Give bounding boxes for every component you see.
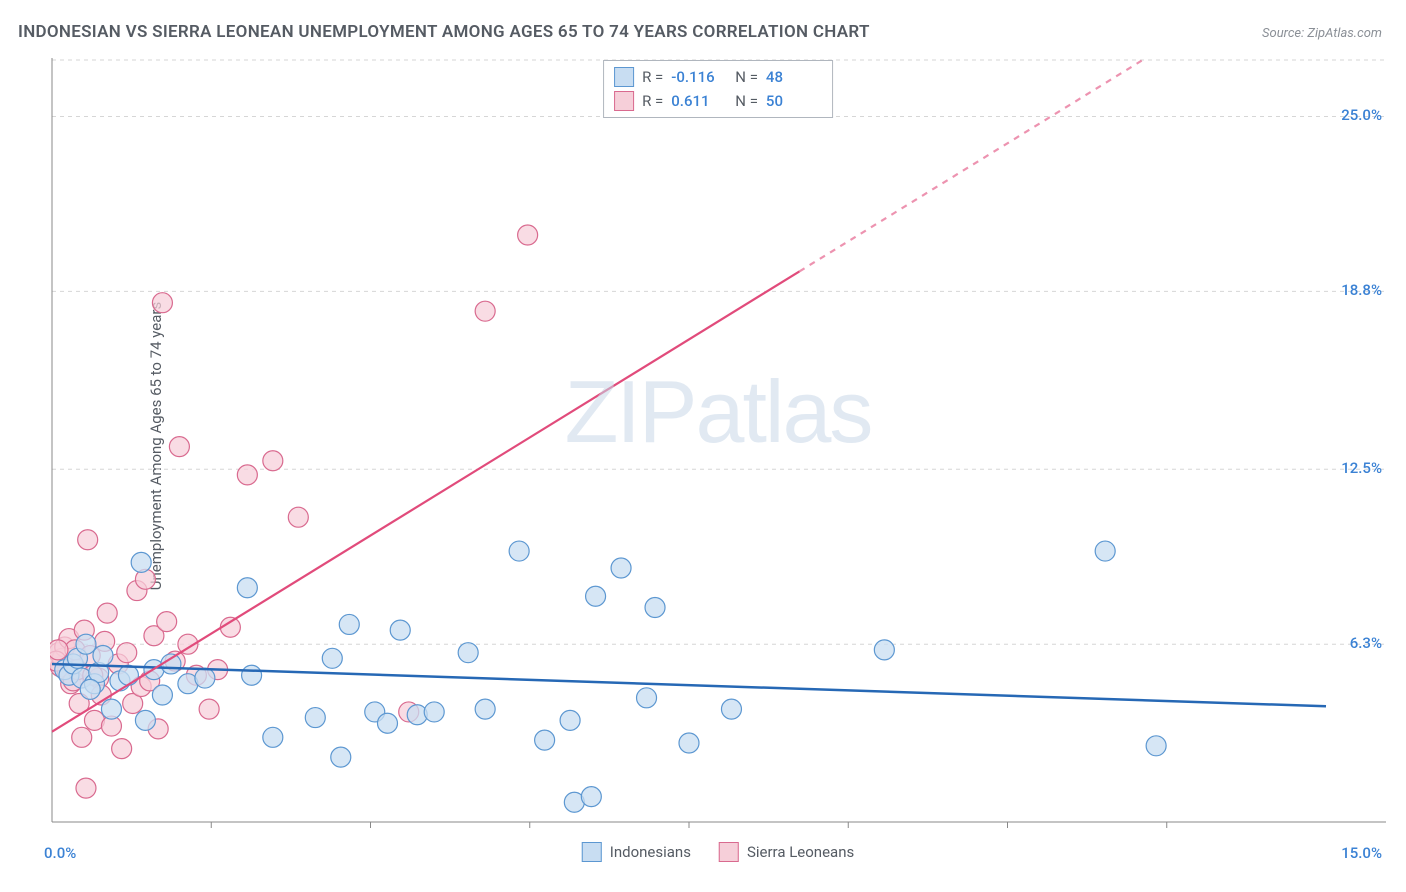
swatch-sierra-leoneans — [719, 842, 739, 862]
n-label: N = — [735, 68, 758, 86]
y-tick-label: 25.0% — [1312, 106, 1382, 124]
x-min-label: 0.0% — [44, 844, 76, 862]
swatch-indonesians — [614, 67, 634, 87]
y-tick-label: 18.8% — [1312, 281, 1382, 299]
correlation-chart: INDONESIAN VS SIERRA LEONEAN UNEMPLOYMEN… — [0, 0, 1406, 892]
legend-item-indonesians: Indonesians — [582, 842, 691, 862]
x-max-label: 15.0% — [1341, 844, 1382, 862]
stats-legend: R = -0.116 N = 48 R = 0.611 N = 50 — [603, 60, 833, 118]
plot-area: ZIPatlas R = -0.116 N = 48 R = 0.611 N =… — [50, 58, 1386, 828]
legend-item-sierra-leoneans: Sierra Leoneans — [719, 842, 854, 862]
y-tick-label: 6.3% — [1312, 634, 1382, 652]
swatch-indonesians — [582, 842, 602, 862]
stats-row-2: R = 0.611 N = 50 — [614, 89, 822, 113]
n-value-1: 48 — [766, 68, 822, 86]
r-label: R = — [642, 68, 663, 86]
y-tick-label: 12.5% — [1312, 459, 1382, 477]
legend-label: Indonesians — [610, 843, 691, 861]
stats-row-1: R = -0.116 N = 48 — [614, 65, 822, 89]
n-label: N = — [735, 92, 758, 110]
series-legend: Indonesians Sierra Leoneans — [582, 842, 854, 862]
r-value-1: -0.116 — [671, 68, 727, 86]
legend-label: Sierra Leoneans — [747, 843, 854, 861]
r-value-2: 0.611 — [671, 92, 727, 110]
source-attribution: Source: ZipAtlas.com — [1262, 26, 1382, 41]
r-label: R = — [642, 92, 663, 110]
plot-svg — [50, 58, 1386, 828]
swatch-sierra-leoneans — [614, 91, 634, 111]
chart-title: INDONESIAN VS SIERRA LEONEAN UNEMPLOYMEN… — [18, 22, 870, 42]
n-value-2: 50 — [766, 92, 822, 110]
